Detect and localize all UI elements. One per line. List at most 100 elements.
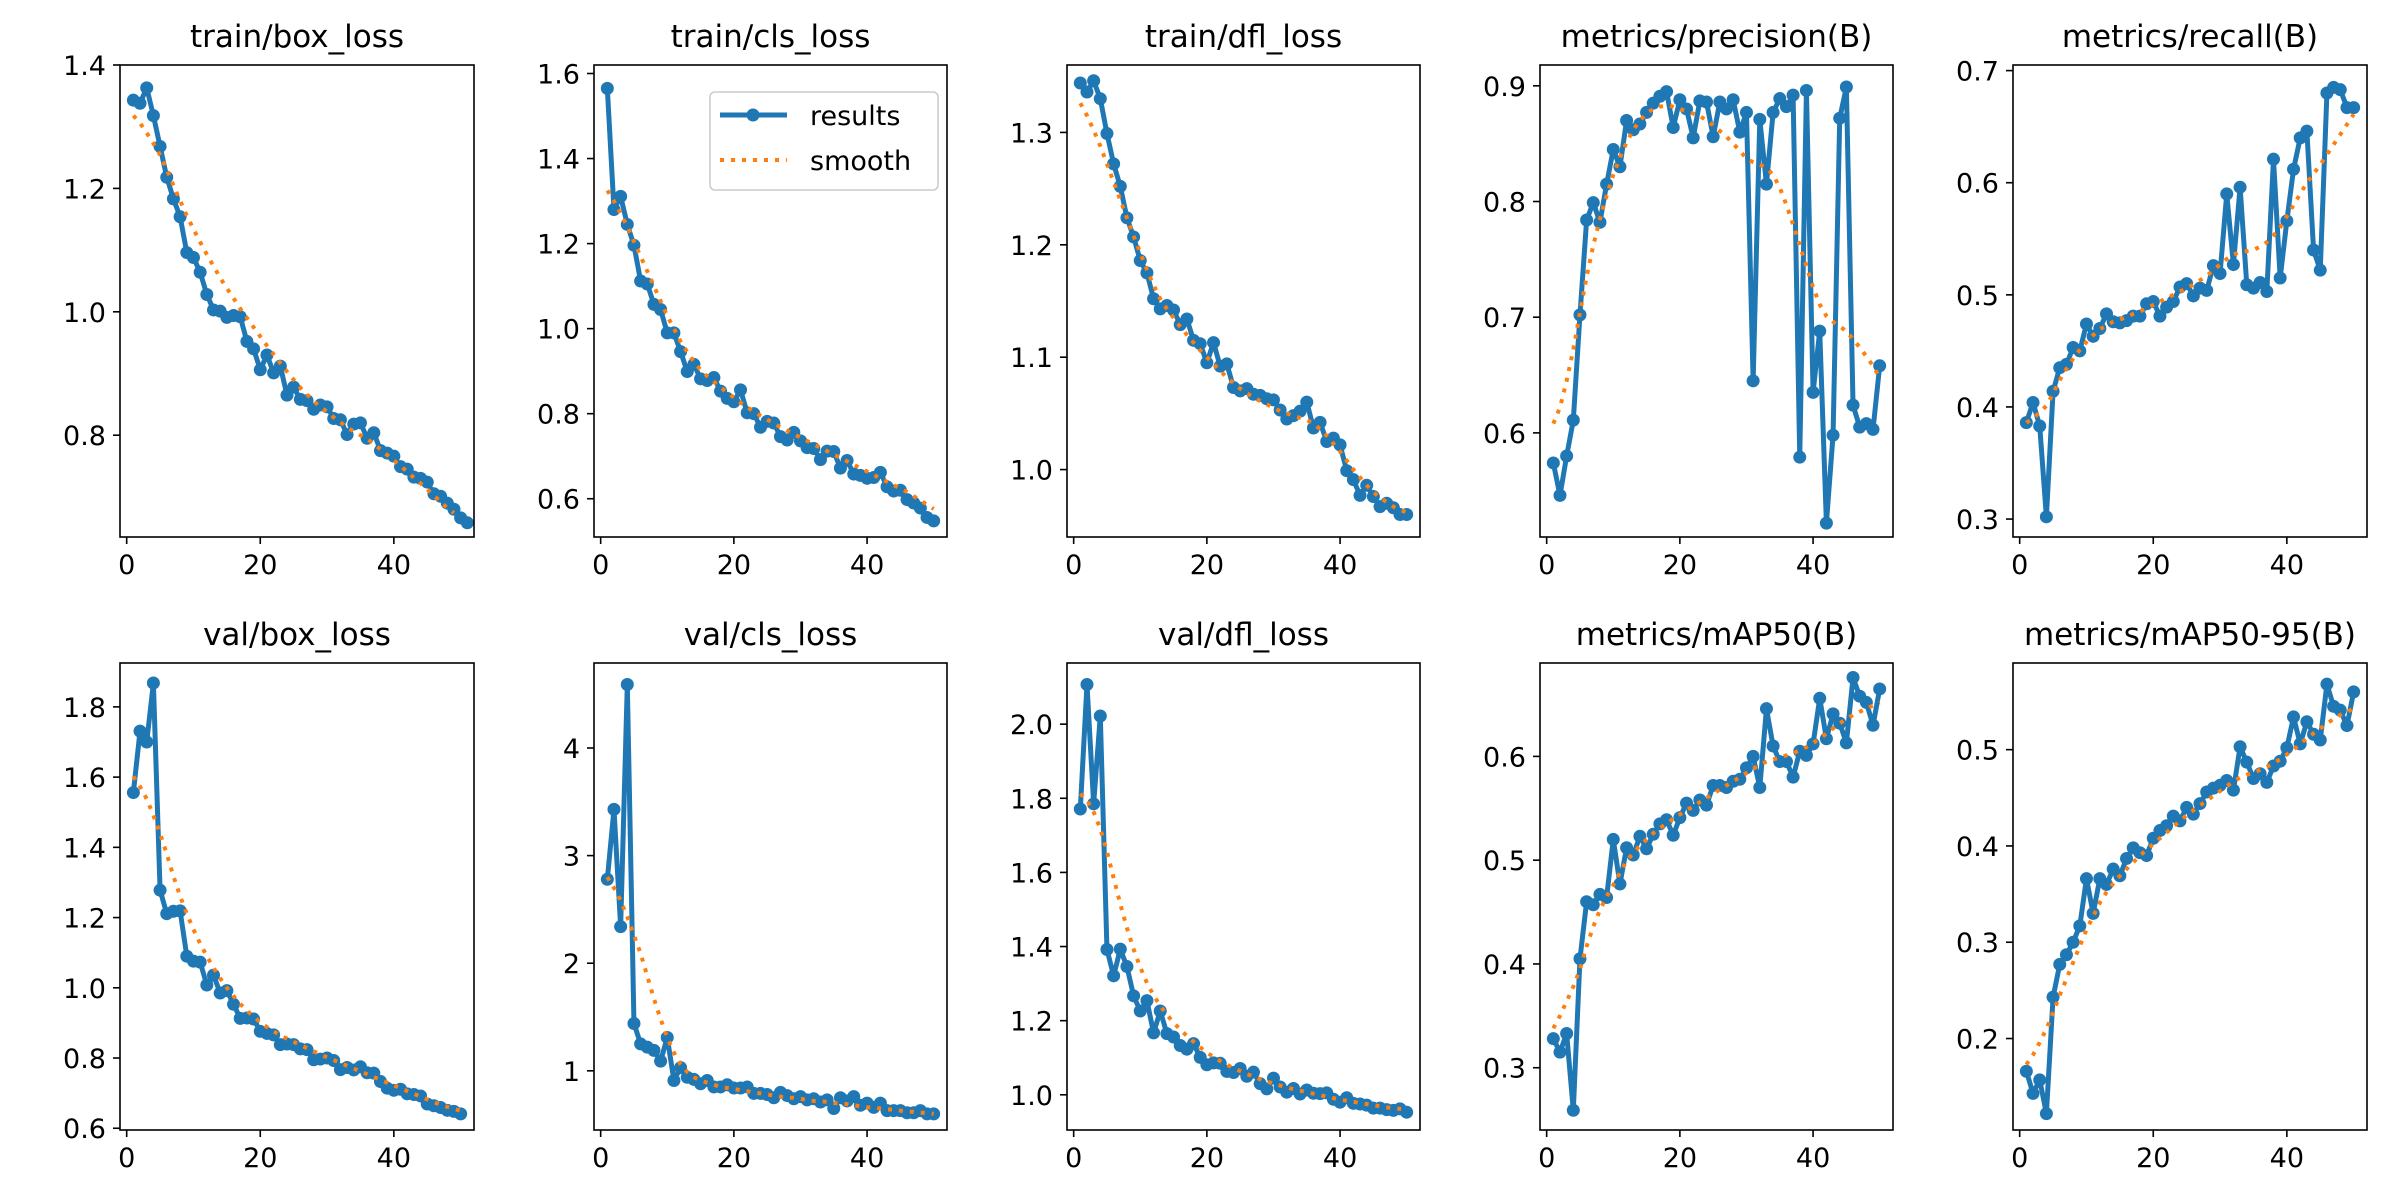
results-point — [1600, 177, 1614, 191]
results-point — [146, 109, 160, 123]
y-tick-label: 1.1 — [1010, 343, 1053, 374]
results-point — [1753, 781, 1767, 795]
results-point — [1813, 691, 1827, 705]
results-point — [1073, 76, 1087, 90]
results-point — [1333, 438, 1347, 452]
results-point — [1873, 682, 1887, 696]
results-point — [1786, 88, 1800, 102]
results-point — [273, 359, 287, 373]
y-tick-label: 1.0 — [63, 298, 106, 329]
x-tick-label: 0 — [118, 1143, 135, 1174]
results-point — [1739, 105, 1753, 119]
results-point — [2260, 775, 2274, 789]
y-tick-label: 0.5 — [1483, 846, 1526, 877]
results-point — [2226, 783, 2240, 797]
results-point — [1779, 755, 1793, 769]
x-tick-label: 40 — [1323, 550, 1357, 581]
results-point — [2347, 101, 2361, 115]
results-point — [1087, 74, 1101, 88]
results-point — [1633, 829, 1647, 843]
smooth-line — [131, 114, 456, 515]
results-point — [2253, 276, 2267, 290]
axes-frame — [593, 662, 948, 1131]
y-tick-label: 0.6 — [537, 485, 580, 516]
smooth-line — [1078, 102, 1408, 515]
results-point — [2026, 1086, 2040, 1100]
results-point — [1766, 739, 1780, 753]
results-point — [1700, 798, 1714, 812]
axes-frame — [1066, 662, 1421, 1131]
results-point — [2186, 807, 2200, 821]
results-point — [2313, 733, 2327, 747]
results-point — [2220, 187, 2234, 201]
x-tick-label: 0 — [2011, 1143, 2028, 1174]
results-point — [1833, 716, 1847, 730]
results-point — [1080, 85, 1094, 99]
y-tick-label: 0.6 — [1483, 419, 1526, 450]
x-tick-label: 20 — [243, 550, 277, 581]
axes-frame — [2012, 662, 2368, 1131]
results-point — [2280, 214, 2294, 228]
subplot-title: metrics/mAP50(B) — [1576, 617, 1857, 653]
results-point — [2200, 283, 2214, 297]
results-point — [1606, 142, 1620, 156]
x-tick-label: 20 — [717, 550, 751, 581]
results-point — [200, 978, 214, 992]
results-point — [1560, 449, 1574, 463]
subplot-title: val/dfl_loss — [1158, 617, 1329, 653]
results-point — [2287, 162, 2301, 176]
results-point — [133, 96, 147, 110]
axes-frame — [593, 64, 948, 538]
y-tick-label: 0.8 — [1483, 188, 1526, 219]
results-point — [1293, 404, 1307, 418]
results-point — [1686, 131, 1700, 145]
x-tick-label: 40 — [2270, 1143, 2304, 1174]
results-point — [614, 189, 628, 203]
y-tick-label: 1.0 — [1010, 456, 1053, 487]
results-point — [1660, 813, 1674, 827]
results-point — [2019, 1064, 2033, 1078]
y-tick-label: 0.5 — [1956, 281, 1999, 312]
y-tick-label: 1.4 — [63, 51, 106, 82]
y-tick-label: 1.8 — [1010, 784, 1053, 815]
results-point — [367, 426, 381, 440]
smooth-line — [131, 775, 462, 1113]
results-point — [2300, 715, 2314, 729]
results-point — [1793, 450, 1807, 464]
subplot-title: val/cls_loss — [684, 617, 858, 653]
results-point — [827, 1101, 841, 1115]
results-point — [1739, 761, 1753, 775]
results-point — [1833, 111, 1847, 125]
results-point — [153, 139, 167, 153]
y-tick-label: 1.3 — [1010, 118, 1053, 149]
results-point — [1266, 393, 1280, 407]
results-point — [2073, 919, 2087, 933]
results-point — [1673, 93, 1687, 107]
results-point — [2046, 384, 2060, 398]
y-tick-label: 1.2 — [1010, 1007, 1053, 1038]
results-point — [1733, 772, 1747, 786]
results-point — [2079, 872, 2093, 886]
results-point — [1153, 1004, 1167, 1018]
results-point — [140, 735, 154, 749]
smooth-line — [2024, 706, 2355, 1066]
legend-results-label: results — [810, 101, 900, 132]
legend-smooth-label: smooth — [810, 146, 911, 177]
results-point — [1566, 1103, 1580, 1117]
results-point — [1133, 254, 1147, 268]
results-point — [193, 265, 207, 279]
results-point — [1826, 707, 1840, 721]
x-tick-label: 20 — [2136, 1143, 2170, 1174]
results-point — [1706, 130, 1720, 144]
results-point — [186, 251, 200, 265]
subplot-val-dfl-loss: val/dfl_loss 0 20 40 1.0 1.2 1.4 1.6 1.8 2.0 — [1010, 617, 1421, 1174]
results-point — [2033, 419, 2047, 433]
x-tick-label: 20 — [717, 1143, 751, 1174]
results-point — [1546, 456, 1560, 470]
results-point — [707, 371, 721, 385]
subplot-title: train/dfl_loss — [1145, 19, 1342, 55]
x-tick-label: 40 — [1796, 550, 1830, 581]
subplot-train-dfl-loss: train/dfl_loss 0 20 40 1.0 1.1 1.2 1.3 — [1010, 19, 1421, 581]
results-point — [1580, 213, 1594, 227]
results-point — [1779, 100, 1793, 114]
